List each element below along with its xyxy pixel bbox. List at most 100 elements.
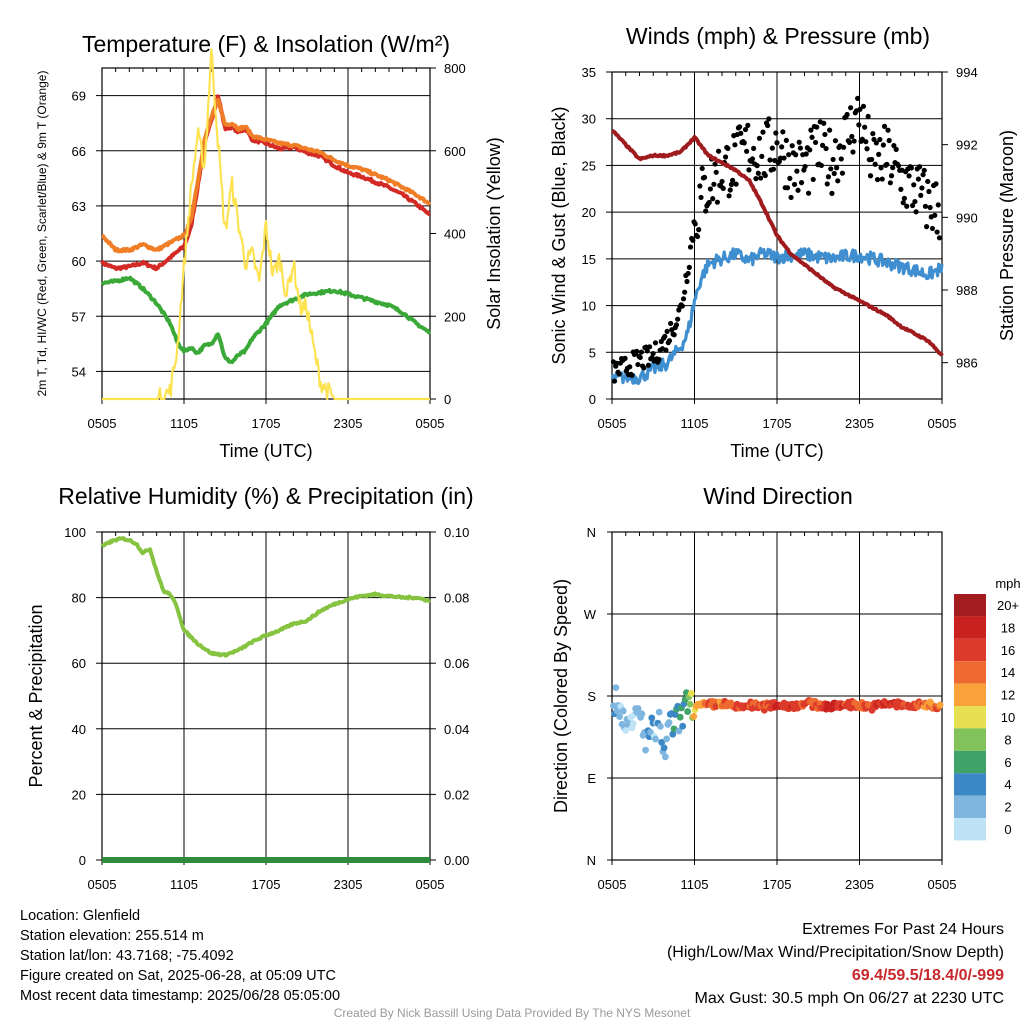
gust-point bbox=[629, 372, 635, 378]
wind-direction-point bbox=[652, 735, 659, 743]
x-tick-label: 1105 bbox=[170, 877, 198, 892]
gust-point bbox=[781, 155, 787, 161]
gust-point bbox=[822, 131, 828, 138]
wind-direction-point bbox=[609, 702, 617, 710]
gust-point bbox=[909, 202, 916, 209]
y-tick-label: 80 bbox=[72, 591, 86, 606]
gust-point bbox=[675, 316, 681, 322]
gust-point bbox=[703, 208, 709, 214]
gust-point bbox=[922, 203, 929, 209]
colorbar-swatch bbox=[954, 616, 986, 639]
y2-tick-label: 0.06 bbox=[444, 656, 469, 671]
gust-point bbox=[900, 200, 906, 206]
gust-point bbox=[656, 356, 662, 363]
gust-point bbox=[839, 170, 846, 176]
station-latlon: Station lat/lon: 43.7168; -75.4092 bbox=[20, 948, 234, 964]
gust-point bbox=[682, 289, 688, 295]
gust-point bbox=[680, 296, 687, 302]
wind-direction-point bbox=[663, 735, 670, 743]
gust-point bbox=[860, 103, 867, 109]
wind-direction-point bbox=[622, 727, 630, 734]
y-tick-label: 15 bbox=[582, 252, 596, 267]
station-location: Location: Glenfield bbox=[20, 908, 141, 924]
colorbar-unit: mph bbox=[995, 576, 1020, 591]
solar-insolation-line bbox=[101, 48, 430, 401]
gust-point bbox=[741, 140, 747, 146]
y2-tick-label: 400 bbox=[444, 227, 466, 242]
x-tick-label: 1705 bbox=[763, 416, 792, 431]
gust-point bbox=[814, 124, 820, 130]
gust-point bbox=[666, 338, 673, 344]
gust-point bbox=[719, 178, 725, 185]
gust-point bbox=[908, 165, 915, 171]
colorbar-label: 20+ bbox=[997, 598, 1019, 613]
sonic-wind-line bbox=[610, 246, 944, 385]
gust-point bbox=[759, 153, 765, 159]
gust-point bbox=[622, 355, 628, 361]
x-tick-label: 1705 bbox=[252, 877, 281, 892]
gust-point bbox=[916, 164, 923, 170]
wind-direction-point bbox=[613, 707, 621, 715]
gust-point bbox=[802, 163, 808, 170]
gust-point bbox=[851, 138, 857, 144]
gust-point bbox=[732, 142, 738, 148]
gust-point bbox=[924, 224, 930, 230]
gust-point bbox=[884, 161, 890, 167]
y2-tick-label: 986 bbox=[956, 356, 978, 371]
x-tick-label: 0505 bbox=[928, 416, 957, 431]
gust-point bbox=[879, 176, 885, 182]
y-tick-label: 60 bbox=[72, 254, 86, 269]
gust-point bbox=[728, 181, 735, 188]
gust-point bbox=[755, 170, 761, 176]
gust-point bbox=[893, 146, 899, 152]
y-tick-label: 20 bbox=[72, 787, 86, 802]
colorbar-label: 8 bbox=[1004, 732, 1011, 747]
gust-point bbox=[710, 196, 716, 202]
gust-point bbox=[779, 144, 785, 150]
wind-direction-point bbox=[686, 700, 694, 708]
gust-point bbox=[729, 177, 736, 183]
gust-point bbox=[727, 187, 733, 193]
gust-point bbox=[929, 225, 936, 232]
colorbar-swatch bbox=[954, 818, 986, 841]
gust-point bbox=[895, 163, 902, 169]
gust-point bbox=[887, 180, 893, 186]
gust-point bbox=[872, 161, 878, 167]
gust-point bbox=[627, 364, 633, 370]
gust-point bbox=[869, 156, 875, 163]
gust-point bbox=[898, 186, 904, 192]
gust-point bbox=[679, 303, 685, 309]
gust-point bbox=[770, 166, 777, 172]
panel-title: Temperature (F) & Insolation (W/m²) bbox=[82, 31, 450, 57]
panel-title: Wind Direction bbox=[703, 483, 853, 509]
gust-point bbox=[857, 106, 863, 112]
gust-point bbox=[690, 237, 696, 243]
gust-point bbox=[865, 113, 871, 120]
gust-point bbox=[664, 328, 670, 334]
gust-point bbox=[864, 146, 870, 152]
gust-point bbox=[725, 145, 731, 152]
gust-point bbox=[819, 142, 826, 148]
gust-point bbox=[684, 278, 690, 285]
x-tick-label: 0505 bbox=[928, 877, 957, 892]
gust-point bbox=[773, 130, 779, 136]
gust-point bbox=[742, 126, 749, 133]
gust-point bbox=[738, 130, 744, 136]
gust-point bbox=[841, 144, 847, 150]
panel-title: Winds (mph) & Pressure (mb) bbox=[626, 23, 930, 49]
gust-point bbox=[915, 176, 922, 182]
gust-point bbox=[821, 120, 827, 126]
wind-direction-point bbox=[658, 738, 666, 746]
x-tick-label: 0505 bbox=[598, 877, 627, 892]
wind-direction-point bbox=[661, 753, 669, 761]
gust-point bbox=[880, 142, 886, 148]
y2-tick-label: 800 bbox=[444, 61, 466, 76]
y2-tick-label: 0.08 bbox=[444, 591, 469, 606]
gust-point bbox=[671, 332, 677, 338]
gust-point bbox=[722, 154, 729, 160]
gust-point bbox=[673, 322, 680, 328]
gust-point bbox=[616, 371, 622, 377]
gust-point bbox=[824, 181, 830, 187]
gust-point bbox=[754, 163, 760, 169]
gust-point bbox=[935, 202, 941, 208]
